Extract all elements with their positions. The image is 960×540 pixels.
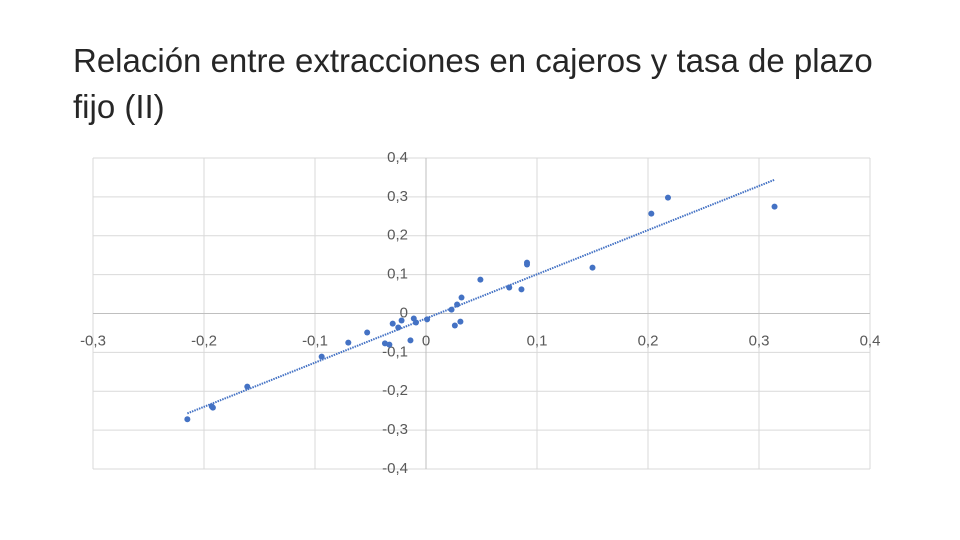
point xyxy=(451,322,458,329)
y-tick-label: 0,4 xyxy=(387,149,408,166)
point xyxy=(364,329,371,336)
point xyxy=(389,320,396,327)
point xyxy=(209,404,216,411)
point xyxy=(457,318,464,325)
point xyxy=(589,264,596,271)
x-tick-label: 0,1 xyxy=(527,332,548,349)
y-tick-label: 0 xyxy=(400,304,408,321)
y-tick-label: -0,1 xyxy=(382,343,408,360)
point xyxy=(477,276,484,283)
point xyxy=(407,337,414,344)
point xyxy=(454,301,461,308)
point xyxy=(395,324,402,331)
y-tick-label: 0,2 xyxy=(387,227,408,244)
point xyxy=(648,210,655,217)
chart-title: Relación entre extracciones en cajeros y… xyxy=(73,42,873,125)
point xyxy=(398,317,405,324)
y-tick-label: -0,3 xyxy=(382,421,408,438)
point xyxy=(448,306,455,313)
y-tick-label: -0,4 xyxy=(382,460,408,477)
point xyxy=(386,341,393,348)
point xyxy=(518,286,525,293)
x-tick-label: -0,2 xyxy=(191,332,217,349)
y-tick-label: 0,1 xyxy=(387,266,408,283)
point xyxy=(345,339,352,346)
point xyxy=(771,203,778,210)
point xyxy=(458,294,465,301)
point xyxy=(424,316,431,323)
x-tick-label: -0,1 xyxy=(302,332,328,349)
x-tick-label: -0,3 xyxy=(80,332,106,349)
point xyxy=(664,194,671,201)
x-tick-label: 0,2 xyxy=(638,332,659,349)
x-tick-label: 0 xyxy=(422,332,430,349)
point xyxy=(413,319,420,326)
point xyxy=(506,284,513,291)
point xyxy=(184,416,191,423)
point xyxy=(524,261,531,268)
point xyxy=(244,383,251,390)
y-tick-label: -0,2 xyxy=(382,382,408,399)
x-tick-label: 0,3 xyxy=(749,332,770,349)
y-tick-label: 0,3 xyxy=(387,188,408,205)
point xyxy=(318,353,325,360)
x-tick-label: 0,4 xyxy=(860,332,881,349)
trendline xyxy=(186,178,775,415)
